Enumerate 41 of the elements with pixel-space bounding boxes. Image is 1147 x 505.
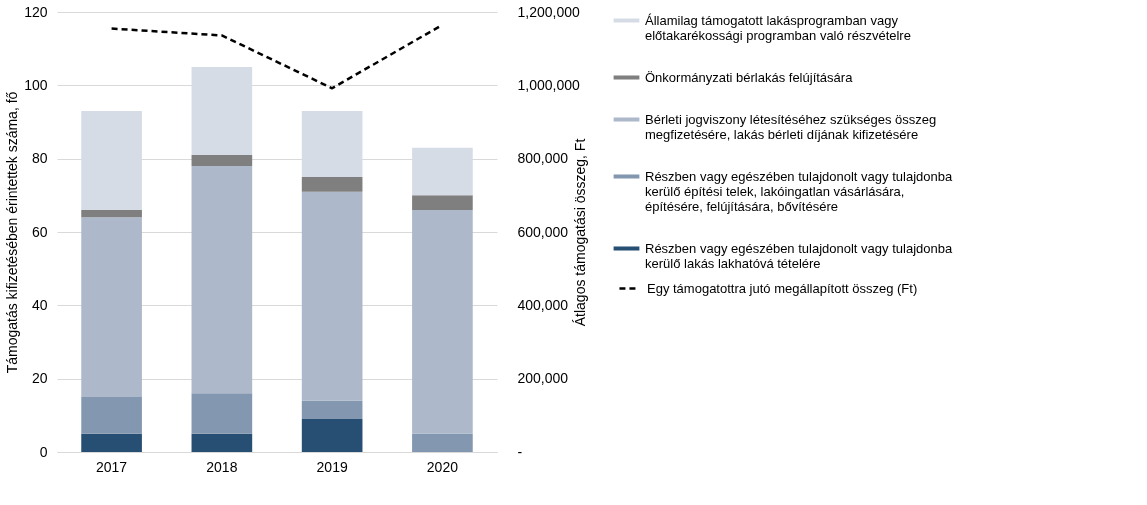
y2-tick-label: 1,200,000 bbox=[517, 3, 580, 20]
y-tick-label: 20 bbox=[31, 370, 48, 387]
x-tick-label: 2018 bbox=[206, 458, 238, 475]
y-tick-label: 60 bbox=[31, 223, 48, 240]
bar bbox=[191, 433, 253, 452]
y2-tick-label: 1,000,000 bbox=[517, 76, 580, 93]
bar bbox=[191, 166, 253, 394]
legend-label: Államilag támogatott lakásprogramban vagy előtakarékossági programban való részvételre bbox=[645, 12, 911, 43]
y-tick-label: 40 bbox=[31, 296, 48, 313]
y2-axis-title: Átlagos támogatási összeg, Ft bbox=[571, 138, 588, 327]
bar bbox=[301, 191, 363, 401]
bar bbox=[412, 210, 473, 434]
y-tick-label: 80 bbox=[31, 150, 48, 167]
bar bbox=[301, 177, 363, 192]
x-tick-label: 2019 bbox=[316, 458, 348, 475]
y2-tick-label: 200,000 bbox=[517, 370, 569, 387]
y-tick-label: 100 bbox=[24, 76, 48, 93]
bar bbox=[301, 419, 363, 452]
bar bbox=[81, 397, 142, 434]
legend-label: Bérleti jogviszony létesítéséhez szükséges összeg megfizetésére, lakás bérleti díjának kifizetésére bbox=[645, 111, 937, 142]
y-tick-label: 0 bbox=[39, 443, 48, 460]
legend-label: Részben vagy egészében tulajdonolt vagy tulajdonba kerülő építési telek, lakóingatlan vásárlására, építésére, felújítására, bővítésére bbox=[645, 168, 953, 214]
bar bbox=[81, 210, 142, 218]
legend-label: Részben vagy egészében tulajdonolt vagy tulajdonba kerülő lakás lakhatóvá tételére bbox=[645, 240, 953, 271]
y2-tick-label: 600,000 bbox=[517, 223, 569, 240]
x-tick-label: 2017 bbox=[96, 458, 128, 475]
bar bbox=[191, 393, 253, 434]
bar bbox=[301, 400, 363, 419]
y2-tick-label: - bbox=[517, 443, 523, 460]
bar bbox=[412, 195, 473, 210]
bar bbox=[81, 433, 142, 452]
x-tick-label: 2020 bbox=[426, 458, 459, 475]
bar bbox=[191, 155, 253, 166]
bar bbox=[412, 433, 473, 452]
y-axis-title: Támogatás kifizetésében érintettek száma, fő bbox=[4, 91, 21, 374]
y2-tick-label: 400,000 bbox=[517, 296, 569, 313]
legend-label: Önkormányzati bérlakás felújítására bbox=[645, 69, 854, 85]
y-tick-label: 120 bbox=[24, 3, 48, 20]
y2-tick-label: 800,000 bbox=[517, 150, 569, 167]
legend-label: Egy támogatottra jutó megállapított összeg (Ft) bbox=[647, 280, 918, 296]
bar bbox=[81, 217, 142, 397]
